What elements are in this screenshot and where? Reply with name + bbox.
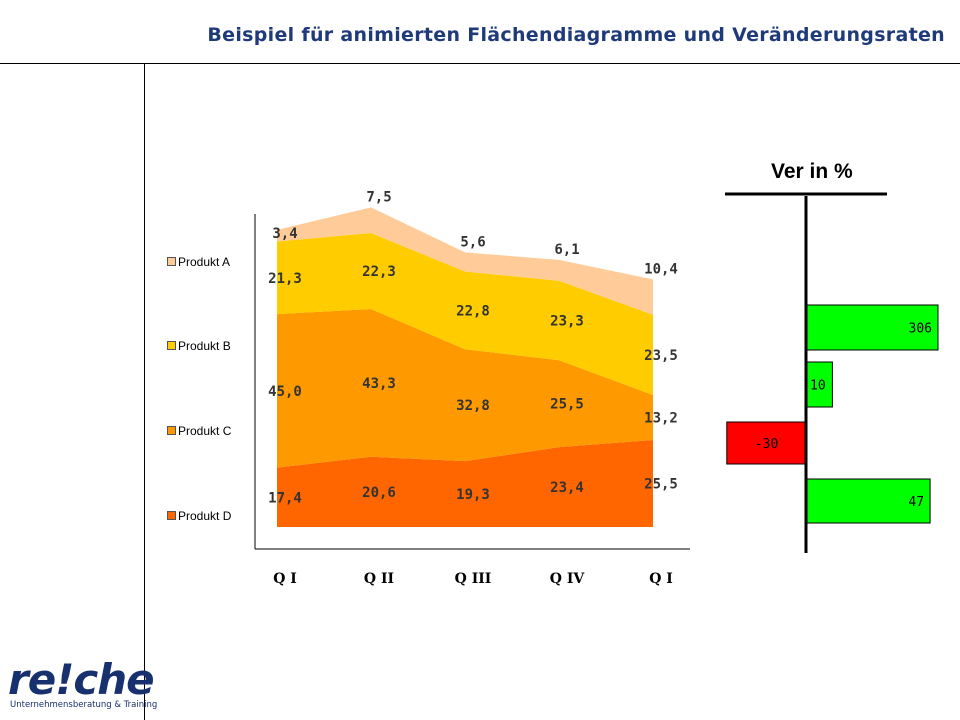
data-label-produkt-c: 13,2 — [644, 411, 678, 427]
legend-label: Produkt C — [178, 424, 232, 438]
legend-item-produkt-a: Produkt A — [167, 255, 230, 269]
data-label-produkt-c: 45,0 — [268, 384, 302, 400]
change-bar-label: 47 — [908, 495, 924, 510]
data-label-produkt-a: 7,5 — [366, 189, 391, 205]
sidebar-divider — [144, 64, 145, 720]
area-produkt-c — [277, 309, 653, 468]
change-bar-label: 10 — [810, 379, 826, 394]
data-label-produkt-b: 23,3 — [550, 313, 584, 329]
data-label-produkt-d: 17,4 — [268, 490, 302, 506]
page-title: Beispiel für animierten Flächendiagramme… — [207, 24, 945, 46]
x-tick-label: Q I — [649, 571, 673, 587]
title-divider — [0, 63, 960, 64]
data-label-produkt-d: 20,6 — [362, 485, 396, 501]
data-label-produkt-a: 3,4 — [272, 226, 297, 242]
x-tick-label: Q III — [455, 571, 492, 587]
area-produkt-d — [277, 440, 653, 527]
data-label-produkt-b: 22,8 — [456, 303, 490, 319]
data-label-produkt-a: 5,6 — [460, 234, 485, 250]
data-label-produkt-b: 22,3 — [362, 264, 396, 280]
data-label-produkt-c: 43,3 — [362, 376, 396, 392]
data-label-produkt-c: 25,5 — [550, 397, 584, 413]
data-label-produkt-c: 32,8 — [456, 398, 490, 414]
data-label-produkt-b: 23,5 — [644, 348, 678, 364]
data-label-produkt-d: 23,4 — [550, 480, 584, 496]
legend-label: Produkt A — [178, 255, 231, 269]
legend-label: Produkt D — [178, 509, 232, 523]
change-bar — [805, 478, 931, 524]
legend-item-produkt-c: Produkt C — [167, 424, 231, 438]
legend-swatch — [167, 426, 176, 436]
area-produkt-b — [277, 232, 653, 395]
change-bar-label: -30 — [755, 437, 778, 452]
change-bar-label: 306 — [909, 322, 932, 337]
legend-label: Produkt B — [178, 339, 231, 353]
area-produkt-a — [277, 207, 653, 315]
logo-wordmark: re!che — [8, 655, 155, 704]
data-label-produkt-b: 21,3 — [268, 271, 302, 287]
change-chart-title: Ver in % — [771, 160, 853, 183]
company-logo: re!che Unternehmensberatung & Training — [8, 655, 158, 711]
x-tick-label: Q IV — [550, 571, 586, 587]
legend-swatch — [167, 511, 176, 521]
logo-subtitle: Unternehmensberatung & Training — [10, 700, 158, 710]
change-bar — [805, 304, 939, 351]
change-bar — [805, 361, 833, 408]
data-label-produkt-d: 25,5 — [644, 477, 678, 493]
legend-item-produkt-b: Produkt B — [167, 339, 231, 353]
x-tick-label: Q II — [364, 571, 394, 587]
legend-swatch — [167, 341, 176, 351]
data-label-produkt-a: 6,1 — [554, 242, 579, 258]
legend-item-produkt-d: Produkt D — [167, 509, 231, 523]
x-tick-label: Q I — [273, 571, 297, 587]
legend-swatch — [167, 257, 176, 267]
data-label-produkt-d: 19,3 — [456, 487, 490, 503]
data-label-produkt-a: 10,4 — [644, 261, 678, 277]
